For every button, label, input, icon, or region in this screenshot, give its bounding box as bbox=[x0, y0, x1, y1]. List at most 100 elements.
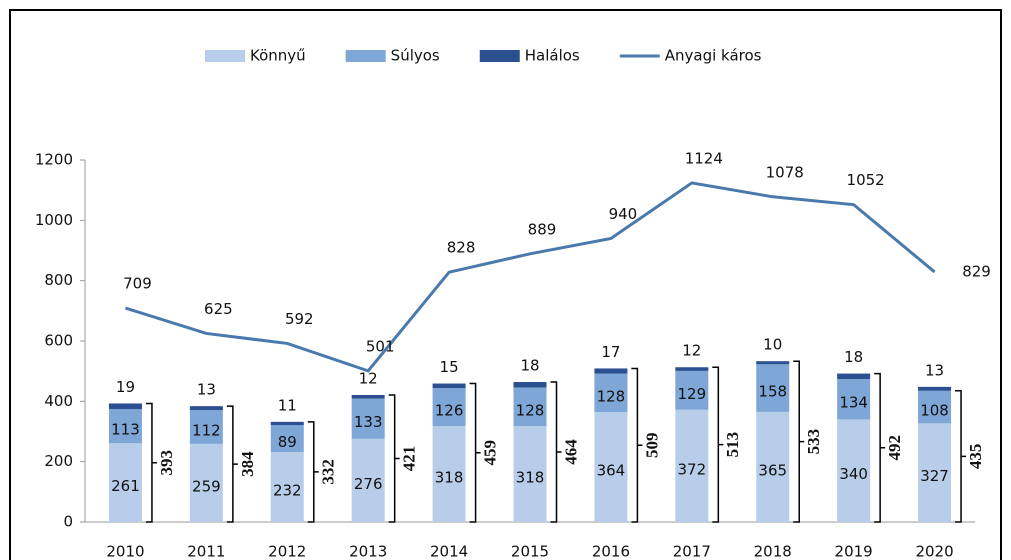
line-value-label: 1078 bbox=[766, 163, 804, 181]
bar-segment bbox=[108, 443, 142, 522]
line-value-label: 940 bbox=[609, 205, 638, 223]
value-label: 232 bbox=[273, 482, 302, 500]
total-label: 533 bbox=[804, 429, 823, 455]
bar-segment bbox=[351, 438, 385, 522]
x-tick-label: 2014 bbox=[430, 543, 468, 560]
y-tick-label: 200 bbox=[44, 452, 73, 470]
bar-segment bbox=[351, 394, 385, 399]
bar-segment bbox=[513, 426, 547, 522]
bar-segment bbox=[108, 403, 142, 410]
value-label: 133 bbox=[354, 413, 383, 431]
bar-segment bbox=[594, 412, 628, 522]
value-label: 13 bbox=[925, 361, 944, 379]
y-tick-label: 1000 bbox=[35, 211, 73, 229]
bar-segment bbox=[189, 410, 223, 444]
value-label: 364 bbox=[597, 462, 626, 480]
bar-segment bbox=[270, 421, 304, 426]
total-label: 421 bbox=[400, 446, 419, 472]
bar-segment bbox=[270, 425, 304, 453]
total-bracket bbox=[469, 382, 481, 523]
value-label: 259 bbox=[192, 477, 221, 495]
total-label: 332 bbox=[319, 459, 338, 485]
total-bracket bbox=[550, 381, 562, 523]
total-label: 459 bbox=[480, 440, 499, 466]
x-tick-label: 2020 bbox=[915, 543, 953, 560]
y-tick-label: 600 bbox=[44, 332, 73, 350]
total-label: 464 bbox=[561, 439, 580, 465]
value-label: 276 bbox=[354, 475, 383, 493]
value-label: 134 bbox=[839, 394, 868, 412]
total-bracket bbox=[712, 366, 724, 523]
total-label: 384 bbox=[238, 451, 257, 477]
bar-segment bbox=[675, 370, 709, 410]
legend-label: Anyagi káros bbox=[665, 47, 762, 65]
total-label: 513 bbox=[723, 432, 742, 458]
bar-segment bbox=[675, 367, 709, 371]
bar-segment bbox=[918, 386, 952, 391]
value-label: 128 bbox=[597, 387, 626, 405]
x-tick-label: 2018 bbox=[754, 543, 792, 560]
bar-segment bbox=[837, 373, 871, 380]
value-label: 19 bbox=[116, 378, 135, 396]
line-value-label: 828 bbox=[447, 239, 476, 257]
x-tick-label: 2012 bbox=[268, 543, 306, 560]
line-value-label: 501 bbox=[366, 337, 395, 355]
bar-segment bbox=[594, 373, 628, 413]
total-label: 393 bbox=[157, 450, 176, 476]
bar-segment bbox=[432, 388, 466, 427]
value-label: 10 bbox=[763, 336, 782, 354]
value-label: 17 bbox=[601, 343, 620, 361]
x-tick-label: 2011 bbox=[187, 543, 225, 560]
bar-segment bbox=[918, 390, 952, 424]
value-label: 261 bbox=[111, 477, 140, 495]
y-tick-label: 1200 bbox=[35, 151, 73, 169]
value-label: 365 bbox=[758, 461, 787, 479]
line bbox=[125, 181, 936, 373]
bar-segment bbox=[351, 398, 385, 439]
value-label: 318 bbox=[435, 469, 464, 487]
total-label: 492 bbox=[885, 435, 904, 461]
line-value-label: 592 bbox=[285, 310, 314, 328]
y-tick-label: 0 bbox=[63, 513, 73, 531]
legend-label: Súlyos bbox=[391, 47, 440, 65]
total-bracket bbox=[145, 402, 157, 523]
value-label: 112 bbox=[192, 421, 221, 439]
legend-swatch bbox=[479, 50, 520, 62]
bar-segment bbox=[189, 443, 223, 522]
value-label: 129 bbox=[677, 385, 706, 403]
value-label: 108 bbox=[920, 402, 949, 420]
legend-label: Halálos bbox=[525, 47, 580, 65]
total-bracket bbox=[955, 390, 967, 523]
x-tick-label: 2016 bbox=[592, 543, 630, 560]
total-label: 435 bbox=[966, 444, 985, 470]
x-tick-label: 2017 bbox=[673, 543, 711, 560]
value-label: 113 bbox=[111, 421, 140, 439]
line-value-label: 709 bbox=[123, 275, 152, 293]
value-label: 372 bbox=[677, 460, 706, 478]
value-label: 340 bbox=[839, 465, 868, 483]
value-label: 15 bbox=[440, 358, 459, 376]
total-bracket bbox=[874, 372, 886, 523]
bar-segment bbox=[756, 411, 790, 522]
bar-segment bbox=[432, 383, 466, 389]
line-value-label: 829 bbox=[962, 262, 991, 280]
legend-swatch bbox=[345, 50, 386, 62]
value-label: 12 bbox=[359, 369, 378, 387]
bar-segment bbox=[513, 387, 547, 427]
value-label: 128 bbox=[516, 401, 545, 419]
total-bracket bbox=[226, 405, 238, 523]
line-value-label: 889 bbox=[528, 220, 557, 238]
x-tick-label: 2015 bbox=[511, 543, 549, 560]
value-label: 18 bbox=[844, 348, 863, 366]
bar-segment bbox=[189, 406, 223, 411]
legend-swatch bbox=[205, 50, 245, 62]
bar-segment bbox=[513, 382, 547, 388]
frame bbox=[9, 9, 1002, 560]
value-label: 158 bbox=[758, 383, 787, 401]
bar-segment bbox=[108, 409, 142, 444]
value-label: 12 bbox=[682, 342, 701, 360]
bar-segment bbox=[756, 364, 790, 412]
x-tick-label: 2010 bbox=[106, 543, 144, 560]
total-bracket bbox=[388, 394, 400, 523]
